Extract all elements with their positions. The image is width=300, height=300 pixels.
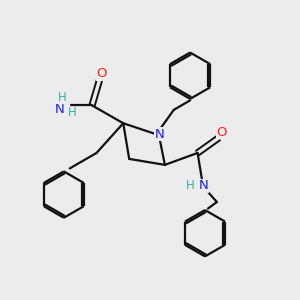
Text: N: N bbox=[55, 103, 64, 116]
Text: H: H bbox=[68, 106, 77, 119]
Text: H: H bbox=[186, 178, 195, 192]
Text: O: O bbox=[96, 67, 107, 80]
Text: O: O bbox=[217, 126, 227, 139]
Text: N: N bbox=[199, 179, 208, 192]
Text: H: H bbox=[58, 92, 67, 104]
Text: N: N bbox=[154, 128, 164, 141]
